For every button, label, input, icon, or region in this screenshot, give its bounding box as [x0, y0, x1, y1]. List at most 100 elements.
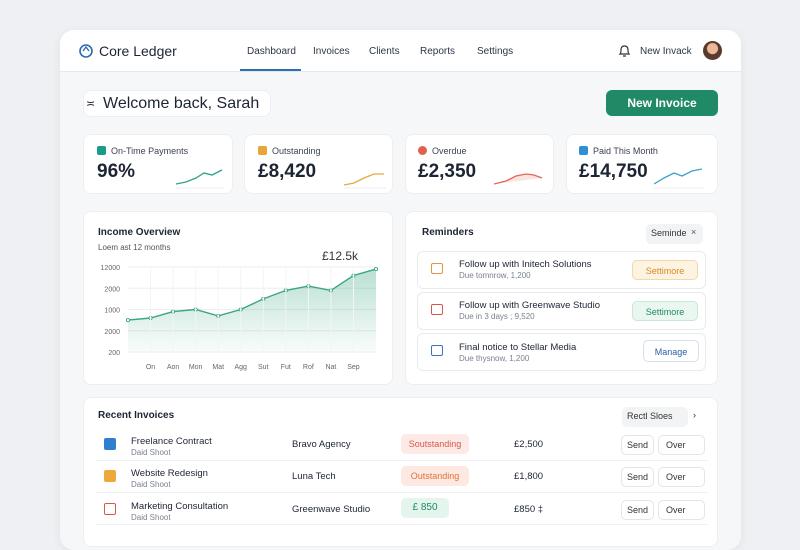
reminder-due: Due in 3 days ; 9,520 [459, 312, 535, 321]
more-dropdown[interactable]: Over [658, 500, 705, 520]
x-tick-label: Sut [258, 364, 269, 371]
kpi-label: On-Time Payments [111, 146, 189, 156]
kpi-icon [418, 146, 427, 155]
welcome-text: Welcome back, Sarah [103, 95, 260, 112]
invoices-title: Recent Invoices [98, 410, 175, 421]
x-tick-label: Sep [347, 364, 360, 371]
chart-title: Income Overview [98, 227, 180, 238]
sparkline [176, 169, 224, 189]
y-tick-label: 1000 [104, 308, 120, 315]
y-tick-label: 2000 [104, 286, 120, 293]
nav-link[interactable]: Invoices [313, 46, 350, 57]
nav-link[interactable]: Reports [420, 46, 456, 57]
nav-link[interactable]: Settings [477, 46, 514, 57]
y-tick-label: 12000 [101, 265, 121, 272]
invoice-client: Luna Tech [292, 471, 336, 482]
reminder-action[interactable]: Manage [643, 340, 699, 362]
body: Core Ledger Dashboard Invoices Clients R… [60, 41, 741, 547]
reminder-title: Follow up with Greenwave Studio [459, 300, 600, 311]
invoices-card [83, 397, 718, 547]
area [128, 269, 376, 352]
row-separator [95, 492, 707, 493]
kpi-label: Paid This Month [593, 146, 658, 156]
reminder-icon [431, 345, 443, 356]
user-action[interactable]: New Invack [640, 46, 692, 57]
send-button[interactable]: Send [621, 500, 654, 520]
invoice-name: Freelance Contract [131, 436, 212, 447]
more-dropdown[interactable]: Over [658, 467, 705, 487]
point [373, 267, 379, 272]
reminder-action[interactable]: Settimore [632, 260, 698, 280]
x-tick-label: Aon [167, 364, 180, 371]
reminder-icon [431, 263, 443, 274]
brand-name: Core Ledger [99, 43, 177, 59]
welcome-icon: ≍ [86, 98, 96, 110]
chart-subtitle: Loem ast 12 months [98, 243, 170, 252]
avatar[interactable] [703, 41, 722, 60]
kpi-label: Overdue [432, 146, 467, 156]
invoice-icon [104, 470, 116, 482]
nav-link[interactable]: Clients [369, 46, 400, 57]
reminders-title: Reminders [422, 227, 474, 238]
sparkline [494, 173, 543, 185]
x-tick-label: Fut [281, 364, 291, 371]
invoice-status: Outstanding [401, 466, 469, 486]
welcome-box [83, 90, 271, 117]
invoice-amount: £1,800 [514, 471, 544, 482]
invoice-icon [104, 438, 116, 450]
row-separator [95, 460, 707, 461]
x-tick-label: Mat [212, 364, 224, 371]
point [125, 318, 131, 323]
reminder-due: Due thysnow, 1,200 [459, 354, 530, 363]
brand-logo [79, 44, 93, 58]
invoice-amount: £2,500 [514, 439, 544, 450]
nav-link[interactable]: Dashboard [247, 46, 296, 57]
sparkline [654, 168, 704, 189]
reminder-title: Follow up with Initech Solutions [459, 259, 592, 270]
income-chart: Income Overview Loem ast 12 months £12.5… [98, 227, 379, 371]
sparkline [344, 173, 386, 189]
invoice-sub: Daid Shoot [131, 513, 171, 522]
kpi-value: 96% [97, 161, 136, 182]
y-tick-label: 200 [108, 350, 120, 357]
y-tick-label: 2000 [104, 329, 120, 336]
reminder-action[interactable]: Settimore [632, 301, 698, 321]
invoice-status: Soutstanding [401, 434, 469, 454]
next-icon[interactable]: › [693, 410, 696, 420]
invoice-sub: Daid Shoot [131, 480, 171, 489]
kpi-icon [258, 146, 267, 155]
send-button[interactable]: Send [621, 435, 654, 455]
invoice-amount: £850 ‡ [514, 504, 544, 515]
reminder-icon [431, 304, 443, 315]
kpi-value: £8,420 [258, 161, 317, 182]
send-button[interactable]: Send [621, 467, 654, 487]
invoice-client: Bravo Agency [292, 439, 351, 450]
x-tick-label: On [146, 364, 155, 371]
kpi-card [244, 134, 393, 194]
page: Core Ledger {"header": {"brand": "Core L… [60, 41, 741, 547]
kpi-card [405, 134, 554, 194]
close-icon[interactable]: × [691, 227, 697, 237]
invoices-filter[interactable]: Rectl Sloes [622, 407, 688, 427]
invoice-name: Website Redesign [131, 468, 208, 479]
x-tick-label: Mon [189, 364, 203, 371]
nav-active-indicator [240, 69, 301, 71]
invoice-status: £ 850 [401, 498, 449, 518]
bell-icon[interactable] [618, 44, 631, 58]
kpi-value: £14,750 [579, 161, 648, 182]
new-invoice-button[interactable]: New Invoice [606, 90, 718, 116]
line [127, 268, 377, 321]
reminders-button[interactable]: Seminde [646, 224, 703, 244]
invoice-client: Greenwave Studio [292, 504, 371, 515]
kpi-card [83, 134, 233, 194]
x-tick-label: Rof [303, 364, 314, 371]
kpi-icon [579, 146, 588, 155]
row-separator [95, 524, 707, 525]
kpi-value: £2,350 [418, 161, 477, 182]
invoice-icon [104, 503, 116, 515]
kpi-card [566, 134, 718, 194]
kpi-icon [97, 146, 106, 155]
kpi-label: Outstanding [272, 146, 321, 156]
more-dropdown[interactable]: Over [658, 435, 705, 455]
reminder-title: Final notice to Stellar Media [459, 342, 577, 353]
